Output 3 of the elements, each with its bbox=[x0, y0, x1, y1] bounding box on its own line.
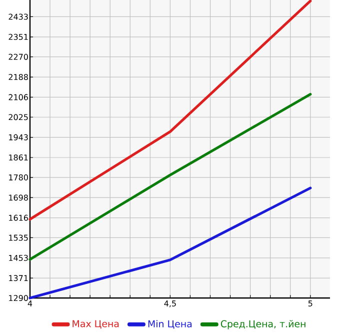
legend-label: Min Цена bbox=[148, 320, 192, 329]
legend-label: Сред.Цена, т.йен bbox=[220, 320, 306, 330]
legend-label: Max Цена bbox=[72, 320, 119, 329]
